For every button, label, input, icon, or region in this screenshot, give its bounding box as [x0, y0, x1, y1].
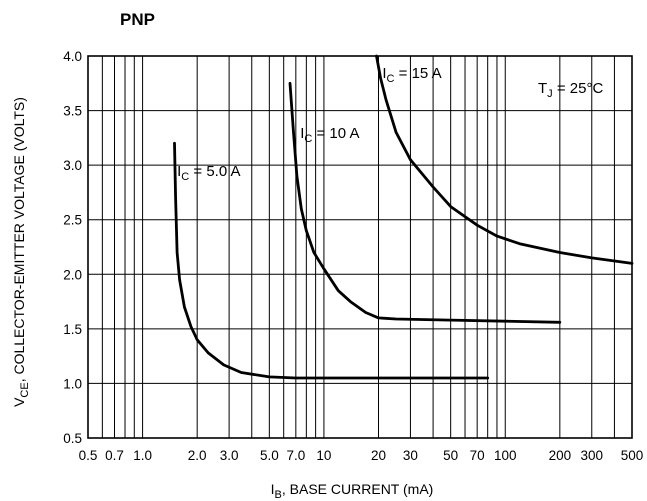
x-tick-label: 300: [581, 448, 604, 463]
y-tick-label: 2.5: [63, 213, 82, 228]
y-tick-label: 0.5: [63, 431, 82, 446]
x-tick-label: 7.0: [286, 448, 305, 463]
series-label-3: IC = 15 A: [382, 65, 441, 85]
plot-frame: [87, 55, 633, 439]
x-tick-label: 0.5: [79, 448, 98, 463]
x-tick-label: 3.0: [220, 448, 239, 463]
y-tick-label: 1.5: [63, 322, 82, 337]
x-axis-label: IB, BASE CURRENT (mA): [271, 481, 434, 501]
y-tick-label: 3.5: [63, 104, 82, 119]
annotations: IC = 5.0 A IC = 10 A IC = 15 A TJ = 25°C IB,…: [11, 65, 603, 501]
tick-labels: 0.5 0.7 1.0 2.0 3.0 5.0 7.0 10 20 30 50 70 100 200 300…: [63, 49, 643, 463]
series-label-2: IC = 10 A: [300, 125, 359, 145]
grid: [88, 56, 632, 438]
x-tick-label: 20: [371, 448, 386, 463]
x-tick-label: 5.0: [260, 448, 279, 463]
x-tick-label: 50: [443, 448, 458, 463]
series-line-3: [375, 54, 634, 265]
y-tick-label: 1.0: [63, 376, 82, 391]
series-line-1: [173, 141, 490, 380]
x-tick-label: 200: [549, 448, 572, 463]
y-axis-label: VCE, COLLECTOR-EMITTER VOLTAGE (VOLTS): [11, 97, 31, 407]
y-tick-label: 4.0: [63, 49, 82, 64]
series-line-2: [288, 81, 562, 324]
curves: [173, 54, 634, 380]
x-tick-label: 0.7: [105, 448, 124, 463]
x-tick-label: 10: [316, 448, 331, 463]
condition-label: TJ = 25°C: [538, 80, 603, 100]
series-label-1: IC = 5.0 A: [177, 163, 240, 183]
x-tick-label: 500: [621, 448, 644, 463]
x-tick-label: 70: [470, 448, 485, 463]
chart-title: PNP: [120, 10, 155, 29]
x-tick-label: 100: [494, 448, 517, 463]
x-tick-label: 1.0: [133, 448, 152, 463]
x-tick-label: 30: [403, 448, 418, 463]
y-tick-label: 2.0: [63, 267, 82, 282]
x-tick-label: 2.0: [188, 448, 207, 463]
y-tick-label: 3.0: [63, 158, 82, 173]
